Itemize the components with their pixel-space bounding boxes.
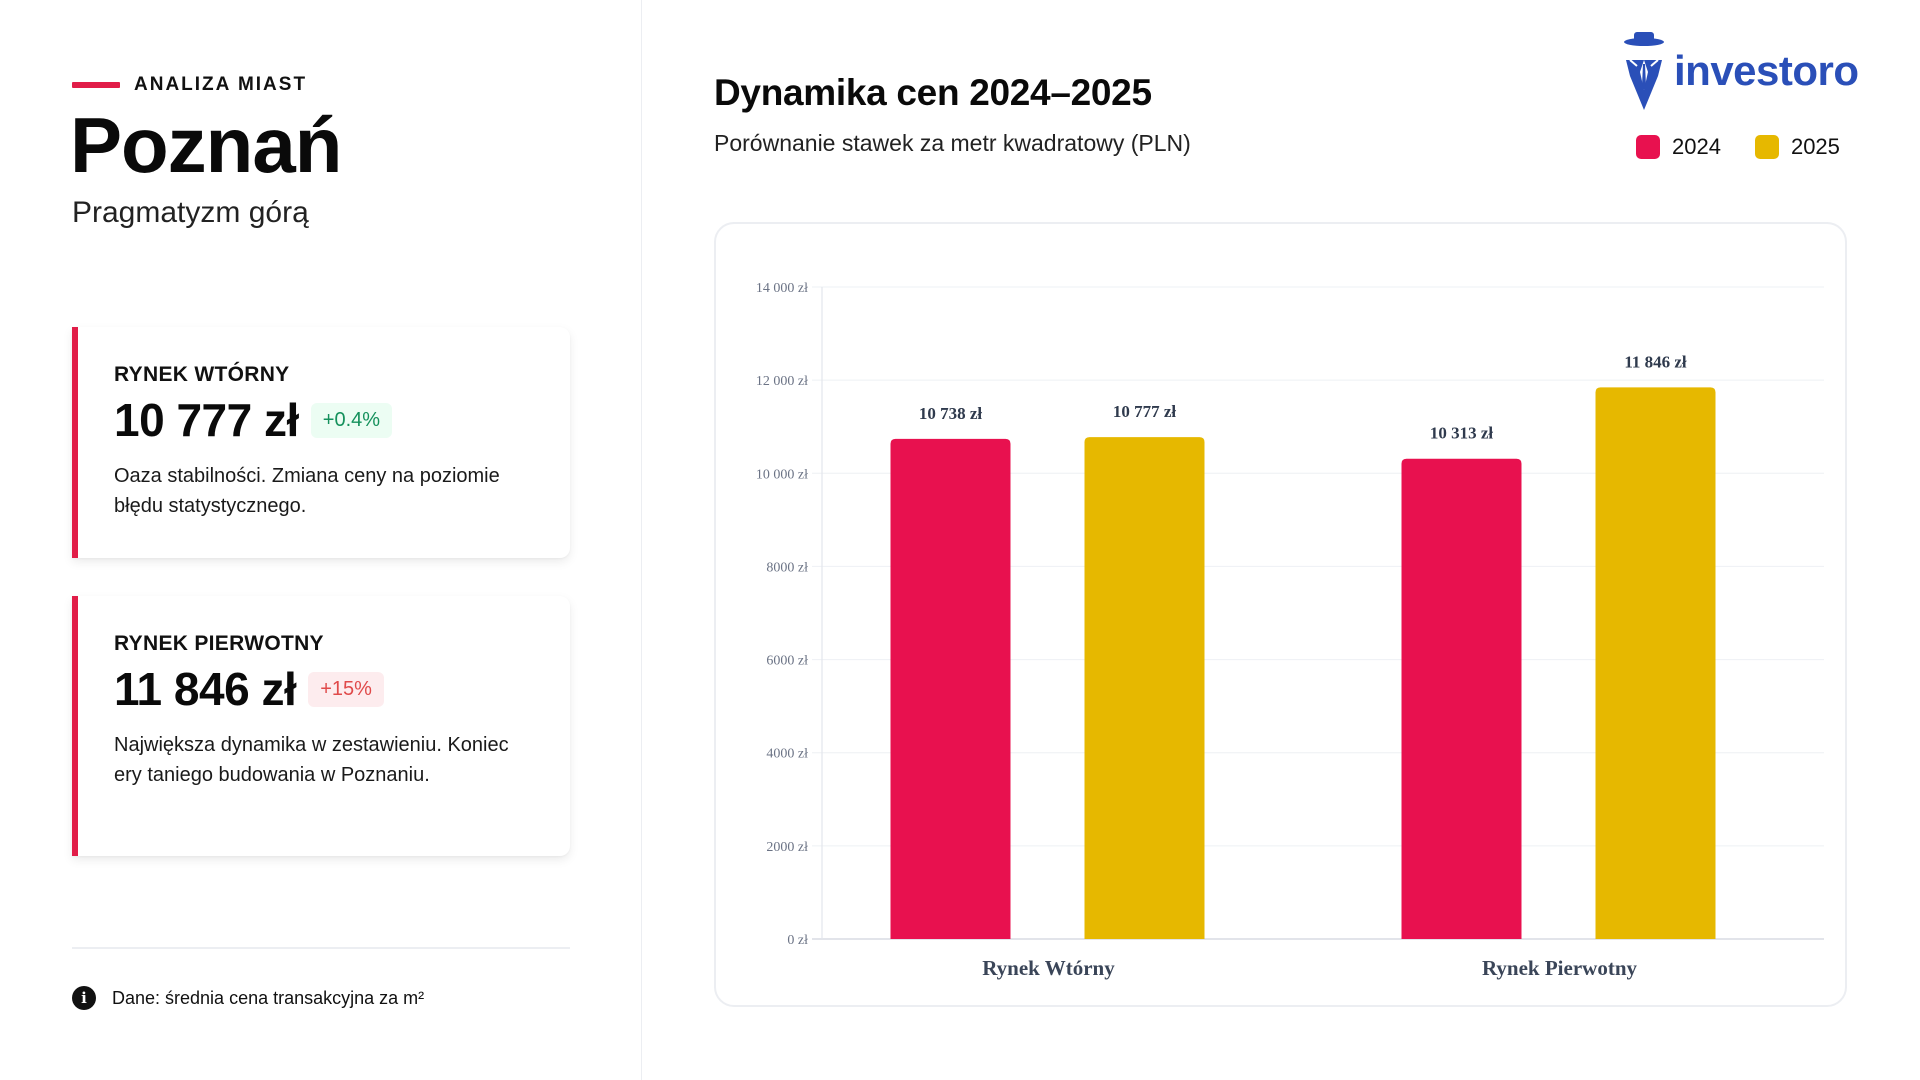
y-tick-label: 8000 zł [766,560,808,575]
stat-row: 10 777 zł +0.4% [114,393,536,447]
stat-label: RYNEK PIERWOTNY [114,632,324,655]
bar-2025-rynek-wtorny [1084,437,1205,939]
stat-card-secondary-market: RYNEK WTÓRNY 10 777 zł +0.4% Oaza stabil… [72,327,570,558]
legend-swatch [1754,135,1779,159]
left-panel: ANALIZA MIAST Poznań Pragmatyzm górą RYN… [0,0,642,1080]
data-label: 10 313 zł [1430,424,1494,443]
brand-name: investoro [1674,47,1859,94]
y-tick-label: 0 zł [787,933,808,948]
city-title: Poznań [70,101,342,189]
legend-item-2025[interactable]: 2025 [1754,134,1840,160]
y-tick-label: 10 000 zł [756,467,808,482]
chart-title: Dynamika cen 2024–2025 [714,72,1152,113]
change-badge: +0.4% [310,402,393,438]
chart-legend: 2024 2025 [1636,134,1840,160]
legend-label: 2025 [1790,134,1840,159]
y-tick-label: 4000 zł [766,747,808,762]
stat-value: 10 777 zł [114,394,299,446]
data-label: 11 846 zł [1624,352,1687,371]
footnote: i Dane: średnia cena transakcyjna za m² [72,986,424,1010]
divider [72,947,570,949]
footnote-text: Dane: średnia cena transakcyjna za m² [112,987,425,1008]
stat-card-primary-market: RYNEK PIERWOTNY 11 846 zł +15% Największ… [72,596,570,856]
chart-subtitle: Porównanie stawek za metr kwadratowy (PL… [714,130,1191,156]
detective-logo-icon [1622,30,1666,110]
eyebrow-text: ANALIZA MIAST [134,74,308,95]
y-tick-label: 12 000 zł [756,374,808,389]
chart-card: 0 zł 2000 zł 4000 zł 6000 zł 8000 zł 10 000 z… [714,222,1847,1007]
stat-row: 11 846 zł +15% [114,662,536,716]
y-tick-label: 6000 zł [766,654,808,669]
legend-item-2024[interactable]: 2024 [1636,134,1721,160]
legend-label: 2024 [1672,134,1721,159]
data-label: 10 777 zł [1113,402,1177,421]
stat-label: RYNEK WTÓRNY [114,363,290,386]
data-label: 10 738 zł [919,404,983,423]
eyebrow: ANALIZA MIAST [72,74,307,96]
stat-description: Oaza stabilności. Zmiana ceny na poziomi… [114,465,500,517]
stat-description: Największa dynamika w zestawieniu. Konie… [114,734,509,786]
bar-2024-rynek-pierwotny [1401,458,1522,939]
y-tick-label: 2000 zł [766,840,808,855]
brand-logo: investoro [1622,30,1859,110]
y-tick-label: 14 000 zł [756,281,808,296]
bar-2024-rynek-wtorny [890,438,1011,939]
change-badge: +15% [308,671,384,707]
x-category-label: Rynek Pierwotny [1482,956,1637,980]
city-subtitle: Pragmatyzm górą [72,196,309,229]
eyebrow-accent-bar [72,82,120,88]
legend-swatch [1636,135,1660,159]
stat-value: 11 846 zł [114,663,297,715]
info-icon: i [72,986,96,1010]
bar-2025-rynek-pierwotny [1595,387,1716,940]
x-category-label: Rynek Wtórny [982,956,1115,980]
bar-chart: 0 zł 2000 zł 4000 zł 6000 zł 8000 zł 10 000 z… [756,281,1824,980]
